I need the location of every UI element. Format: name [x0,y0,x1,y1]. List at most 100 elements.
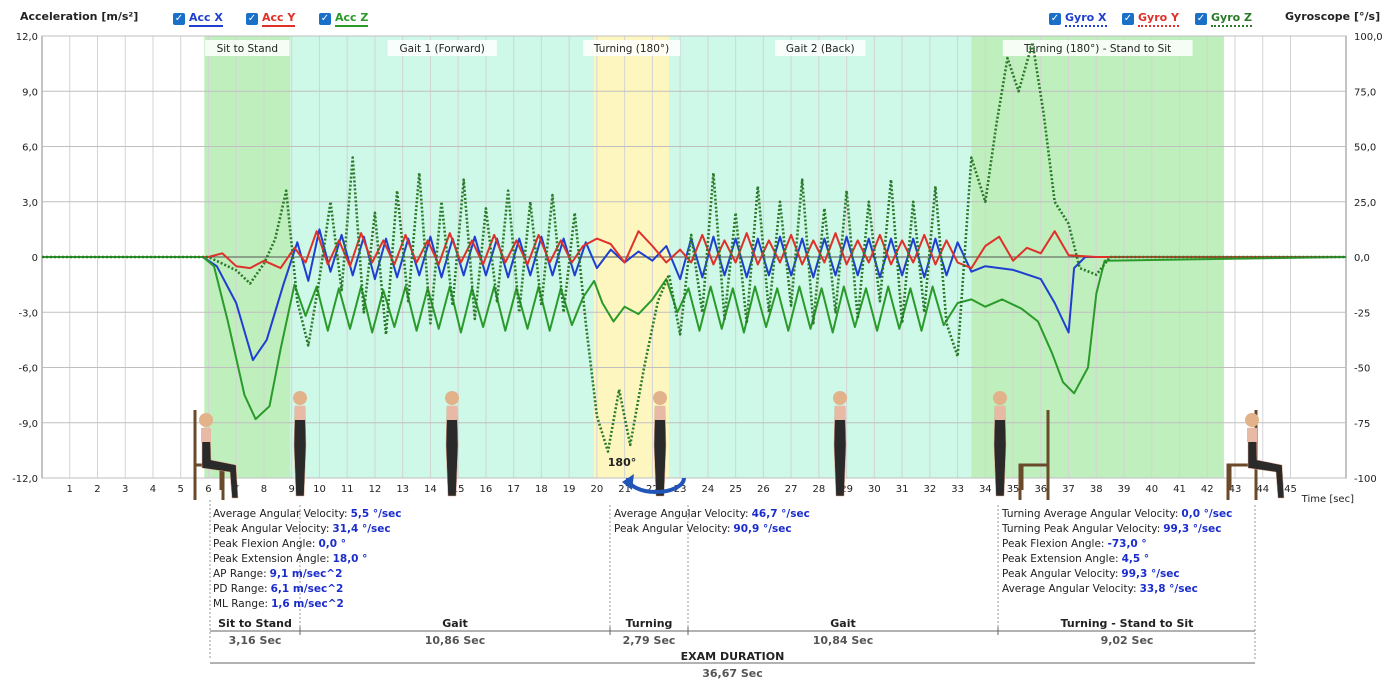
stat-row: Turning Average Angular Velocity: 0,0 °/s… [1002,508,1233,520]
stat-row: Peak Angular Velocity: 99,3 °/sec [1002,568,1180,580]
stat-row: Peak Angular Velocity: 31,4 °/sec [213,523,391,535]
x-tick-label: 41 [1173,484,1186,495]
legend-gyro-z[interactable]: ✓ Gyro Z [1195,11,1252,27]
x-tick-label: 21 [618,484,631,495]
y-right-tick-label: 0,0 [1354,253,1370,264]
legend-acc-z[interactable]: ✓ Acc Z [319,11,369,27]
legend-acc-x[interactable]: ✓ Acc X [173,11,223,27]
stat-row: Peak Flexion Angle: -73,0 ° [1002,538,1147,550]
x-tick-label: 2 [94,484,100,495]
x-tick-label: 18 [535,484,548,495]
x-tick-label: 9 [289,484,295,495]
y-tick-label: -9,0 [18,419,38,430]
phase-name-sit-to-stand: Sit to Stand [218,617,292,630]
phase-label-bg [205,40,290,56]
y-tick-label: -3,0 [18,308,38,319]
y-right-tick-label: -75 [1354,419,1370,430]
y-right-tick-label: 75,0 [1354,87,1376,98]
x-tick-label: 12 [369,484,382,495]
y-right-tick-label: -100 [1354,474,1377,485]
y-tick-label: 9,0 [22,87,38,98]
exam-duration-title: EXAM DURATION [680,650,785,663]
person-head-icon [1245,413,1259,427]
x-tick-label: 33 [951,484,964,495]
x-tick-label: 31 [896,484,909,495]
x-tick-label: 34 [979,484,992,495]
checkbox-checked-icon[interactable]: ✓ [173,13,185,25]
x-axis-title: Time [sec] [1301,494,1354,505]
legend-gyro-x[interactable]: ✓ Gyro X [1049,11,1107,27]
legend-label: Gyro Y [1138,11,1179,27]
person-head-icon [445,391,459,405]
legend-label: Acc X [189,11,223,27]
x-tick-label: 10 [313,484,326,495]
x-tick-label: 19 [563,484,576,495]
y-right-tick-label: -25 [1354,308,1370,319]
phase-label-bg [1002,40,1193,56]
person-shirt-icon [201,428,211,442]
sit-to-stand-stats: Average Angular Velocity: 5,5 °/sec Peak … [213,507,402,612]
turn-angle-label: 180° [608,456,636,469]
phase-label-bg [387,40,497,56]
y-right-tick-label: 25,0 [1354,198,1376,209]
chair-icon [1018,410,1050,500]
stat-row: Turning Peak Angular Velocity: 99,3 °/sec [1002,523,1222,535]
y-right-tick-label: 100,0 [1354,32,1383,43]
person-head-icon [653,391,667,405]
legend-acc-y[interactable]: ✓ Acc Y [246,11,296,27]
phase-duration-sit-to-stand: 3,16 Sec [228,634,282,647]
x-tick-label: 5 [178,484,184,495]
legend-gyro-y[interactable]: ✓ Gyro Y [1122,11,1179,27]
person-shirt-icon [835,406,845,420]
series-line-acc-y [42,230,1346,270]
x-tick-label: 43 [1229,484,1242,495]
x-tick-label: 25 [729,484,742,495]
checkbox-checked-icon[interactable]: ✓ [1049,13,1061,25]
checkbox-checked-icon[interactable]: ✓ [319,13,331,25]
checkbox-checked-icon[interactable]: ✓ [1195,13,1207,25]
x-tick-label: 27 [785,484,798,495]
phase-duration-gait-2: 10,84 Sec [812,634,874,647]
y-tick-label: 0 [32,253,38,264]
x-tick-label: 1 [67,484,73,495]
series-line-acc-x [42,228,1346,362]
x-tick-label: 20 [591,484,604,495]
legend-label: Acc Y [262,11,296,27]
x-tick-label: 26 [757,484,770,495]
phase-duration-gait-1: 10,86 Sec [424,634,486,647]
stat-row: Average Angular Velocity: 46,7 °/sec [614,508,810,520]
y-tick-label: -6,0 [18,364,38,375]
x-tick-label: 16 [480,484,493,495]
right-axis-title: Gyroscope [°/s] [1285,10,1381,23]
checkbox-checked-icon[interactable]: ✓ [1122,13,1134,25]
x-tick-label: 44 [1256,484,1269,495]
person-shirt-icon [655,406,665,420]
x-tick-label: 30 [868,484,881,495]
stat-row: Peak Extension Angle: 4,5 ° [1002,553,1150,565]
person-shirt-icon [995,406,1005,420]
phase-label: Gait 2 (Back) [786,43,855,55]
checkbox-checked-icon[interactable]: ✓ [246,13,258,25]
stat-row: Peak Flexion Angle: 0,0 ° [213,538,346,550]
x-tick-label: 32 [923,484,936,495]
phase-label: Turning (180°) - Stand to Sit [1023,43,1171,55]
x-tick-label: 37 [1062,484,1075,495]
phase-duration-turning: 2,79 Sec [622,634,676,647]
x-tick-label: 4 [150,484,156,495]
phase-label: Turning (180°) [593,43,669,55]
legend-label: Acc Z [335,11,369,27]
y-tick-label: -12,0 [12,474,38,485]
x-tick-label: 42 [1201,484,1214,495]
phase-name-gait-1: Gait [442,617,468,630]
person-head-icon [293,391,307,405]
y-right-tick-label: -50 [1354,364,1370,375]
phase-label: Gait 1 (Forward) [400,43,485,55]
series-line-acc-z [42,256,1347,421]
person-head-icon [993,391,1007,405]
x-tick-label: 24 [702,484,715,495]
stat-row: Average Angular Velocity: 33,8 °/sec [1002,583,1198,595]
x-tick-label: 13 [396,484,409,495]
person-head-icon [833,391,847,405]
stat-row: Peak Angular Velocity: 90,9 °/sec [614,523,792,535]
